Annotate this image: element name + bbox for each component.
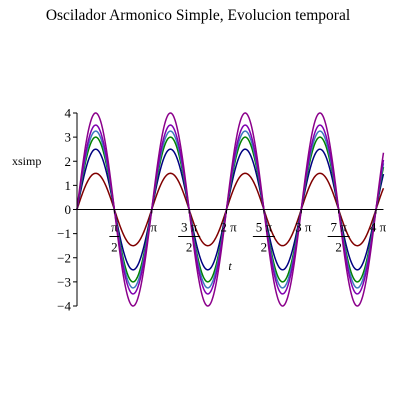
y-ticks: −4 −3 −2 −1 0 1 2 3 4	[57, 106, 77, 314]
svg-text:π: π	[111, 220, 118, 235]
y-tick-label: −1	[57, 226, 71, 241]
y-tick-label: 0	[65, 202, 72, 217]
x-tick-label: π2	[109, 220, 120, 255]
x-tick-label: 4 π	[370, 220, 387, 235]
x-axis-label: t	[228, 259, 232, 273]
y-tick-label: 2	[65, 154, 72, 169]
svg-text:2: 2	[111, 240, 118, 255]
x-tick-label: 2 π	[220, 220, 237, 235]
y-tick-label: −3	[57, 274, 71, 289]
y-tick-label: 3	[65, 130, 72, 145]
x-tick-label: 7 π2	[327, 220, 350, 255]
x-tick-label: 5 π2	[252, 220, 275, 255]
svg-text:7 π: 7 π	[330, 220, 347, 235]
svg-text:5 π: 5 π	[256, 220, 273, 235]
svg-text:2: 2	[186, 240, 193, 255]
series-line-1	[76, 172, 385, 247]
series-group	[76, 112, 385, 307]
x-tick-label: π	[150, 220, 157, 235]
y-tick-label: 4	[65, 106, 72, 121]
svg-text:2: 2	[335, 240, 342, 255]
chart-title: Oscilador Armonico Simple, Evolucion tem…	[46, 7, 350, 24]
x-tick-label: 3 π2	[178, 220, 201, 255]
y-axis-label: xsimp	[12, 154, 41, 168]
svg-text:3 π: 3 π	[181, 220, 198, 235]
x-tick-label: 3 π	[295, 220, 312, 235]
y-tick-label: 1	[65, 178, 72, 193]
svg-text:2: 2	[261, 240, 268, 255]
y-tick-label: −2	[57, 250, 71, 265]
series-line-6	[76, 112, 385, 307]
y-tick-label: −4	[57, 299, 71, 314]
